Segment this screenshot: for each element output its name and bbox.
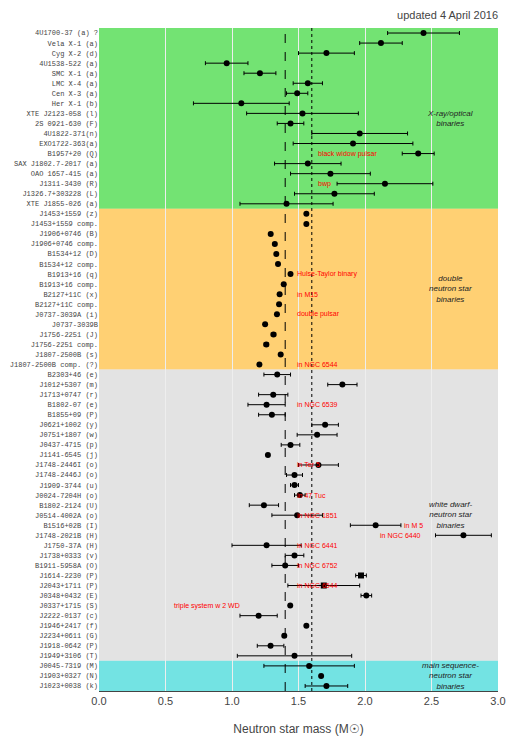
svg-text:J1023+0038 (k): J1023+0038 (k)	[39, 682, 98, 690]
svg-text:B1802-07 (e): B1802-07 (e)	[48, 401, 98, 409]
svg-text:J1012+5307 (m): J1012+5307 (m)	[39, 381, 98, 389]
svg-text:Neutron star mass (M☉): Neutron star mass (M☉)	[233, 722, 363, 736]
svg-text:J0751+1807 (w): J0751+1807 (w)	[39, 431, 98, 439]
svg-text:white dwarf-neutron starbinari: white dwarf-neutron starbinaries	[429, 500, 472, 530]
svg-text:B2303+46 (e): B2303+46 (e)	[48, 371, 98, 379]
svg-text:3.0: 3.0	[490, 695, 505, 707]
svg-text:0.5: 0.5	[158, 695, 173, 707]
svg-text:in NGC 6441: in NGC 6441	[297, 542, 338, 549]
svg-text:B1913+16 (q): B1913+16 (q)	[48, 271, 98, 279]
svg-text:4U1538-522 (a): 4U1538-522 (a)	[39, 60, 98, 68]
svg-text:Cen X-3 (a): Cen X-3 (a)	[52, 90, 98, 98]
svg-text:B1913+16 comp.: B1913+16 comp.	[39, 281, 98, 289]
svg-text:black widow pulsar: black widow pulsar	[318, 150, 377, 158]
svg-text:J1903+0327 (N): J1903+0327 (N)	[39, 672, 98, 680]
svg-text:J1311-3430 (R): J1311-3430 (R)	[39, 180, 98, 188]
svg-text:B1911-5958A (O): B1911-5958A (O)	[35, 562, 98, 570]
svg-text:J2043+1711 (P): J2043+1711 (P)	[39, 582, 98, 590]
svg-text:in NGC 6544: in NGC 6544	[297, 361, 338, 368]
svg-text:J0514-4002A (o): J0514-4002A (o)	[35, 512, 98, 520]
svg-text:J1756-2251 (J): J1756-2251 (J)	[39, 331, 98, 339]
svg-text:in NGC 6440: in NGC 6440	[380, 532, 421, 539]
svg-text:2.5: 2.5	[424, 695, 439, 707]
svg-text:2S 0921-630 (F): 2S 0921-630 (F)	[35, 120, 98, 128]
svg-text:J0024-7204H (o): J0024-7204H (o)	[35, 492, 98, 500]
svg-text:J0437-4715 (p): J0437-4715 (p)	[39, 441, 98, 449]
svg-text:in NGC 1851: in NGC 1851	[297, 512, 338, 519]
svg-text:J0737-3039A (i): J0737-3039A (i)	[35, 311, 98, 319]
svg-text:J2234+0611 (G): J2234+0611 (G)	[39, 632, 98, 640]
svg-text:4U1822-371(n): 4U1822-371(n)	[43, 130, 98, 138]
svg-text:LMC X-4 (a): LMC X-4 (a)	[52, 80, 98, 88]
svg-text:in NGC 6544: in NGC 6544	[297, 582, 338, 589]
svg-text:J1906+0746 comp.: J1906+0746 comp.	[31, 240, 98, 248]
svg-text:Cyg X-2 (d): Cyg X-2 (d)	[52, 50, 98, 58]
svg-text:EXO1722-363(a): EXO1722-363(a)	[39, 140, 98, 148]
svg-text:J0337+1715 (S): J0337+1715 (S)	[39, 602, 98, 610]
svg-text:X-ray/opticalbinaries: X-ray/opticalbinaries	[427, 109, 473, 128]
svg-text:J2222-0137 (c): J2222-0137 (c)	[39, 612, 98, 620]
svg-text:SMC X-1 (a): SMC X-1 (a)	[52, 70, 98, 78]
svg-text:J0737-3039B: J0737-3039B	[52, 321, 98, 329]
svg-text:double pulsar: double pulsar	[297, 310, 340, 318]
svg-text:in M 5: in M 5	[404, 522, 423, 529]
svg-text:in NGC 6539: in NGC 6539	[297, 401, 338, 408]
svg-text:2.0: 2.0	[357, 695, 372, 707]
svg-text:B1534+12 (D): B1534+12 (D)	[48, 250, 98, 258]
svg-text:J1748-2021B (H): J1748-2021B (H)	[35, 532, 98, 540]
svg-text:J0621+1002 (y): J0621+1002 (y)	[39, 421, 98, 429]
svg-text:J1738+0333 (v): J1738+0333 (v)	[39, 552, 98, 560]
svg-text:updated 4 April 2016: updated 4 April 2016	[397, 9, 498, 21]
svg-text:J1614-2230 (P): J1614-2230 (P)	[39, 572, 98, 580]
svg-text:J1326.7+303228 (L): J1326.7+303228 (L)	[22, 190, 98, 198]
svg-text:XTE J2123-058 (l): XTE J2123-058 (l)	[27, 110, 98, 118]
svg-text:J1713+0747 (r): J1713+0747 (r)	[39, 391, 98, 399]
svg-text:Vela X-1 (a): Vela X-1 (a)	[48, 40, 98, 48]
svg-text:B2127+11C comp.: B2127+11C comp.	[35, 301, 98, 309]
svg-text:J0348+0432 (E): J0348+0432 (E)	[39, 592, 98, 600]
svg-text:J1807-2500B (s): J1807-2500B (s)	[35, 351, 98, 359]
svg-text:in NGC 6752: in NGC 6752	[297, 562, 338, 569]
svg-text:J1906+0746 (B): J1906+0746 (B)	[39, 230, 98, 238]
svg-text:in M15: in M15	[297, 291, 318, 298]
svg-text:B1802-2124 (U): B1802-2124 (U)	[39, 502, 98, 510]
svg-text:Hulse-Taylor binary: Hulse-Taylor binary	[297, 270, 357, 278]
svg-text:B1516+02B (I): B1516+02B (I)	[43, 522, 98, 530]
svg-text:J1748-2446I (o): J1748-2446I (o)	[35, 461, 98, 469]
svg-text:J1141-6545 (j): J1141-6545 (j)	[39, 451, 98, 459]
svg-text:J0045-7319 (M): J0045-7319 (M)	[39, 662, 98, 670]
svg-text:4U1700-37 (a) ?: 4U1700-37 (a) ?	[35, 29, 98, 37]
svg-text:J1807-2500B comp. (?): J1807-2500B comp. (?)	[10, 361, 98, 369]
svg-text:B1957+20 (Q): B1957+20 (Q)	[48, 150, 98, 158]
svg-text:J1453+1559 (z): J1453+1559 (z)	[39, 210, 98, 218]
svg-text:B1534+12 comp.: B1534+12 comp.	[39, 261, 98, 269]
svg-text:J1756-2251 comp.: J1756-2251 comp.	[31, 341, 98, 349]
svg-text:J1949+3106 (T): J1949+3106 (T)	[39, 652, 98, 660]
svg-text:doubleneutron starbinaries: doubleneutron starbinaries	[429, 274, 472, 304]
svg-text:triple system w 2 WD: triple system w 2 WD	[174, 602, 240, 610]
svg-text:main sequence-neutron starbina: main sequence-neutron starbinaries	[422, 661, 479, 691]
svg-text:J1909-3744 (u): J1909-3744 (u)	[39, 482, 98, 490]
svg-text:XTE J1855-026 (a): XTE J1855-026 (a)	[27, 200, 98, 208]
svg-text:J1946+2417 (f): J1946+2417 (f)	[39, 622, 98, 630]
svg-text:in 47 Tuc: in 47 Tuc	[297, 492, 326, 499]
svg-text:B1855+09 (P): B1855+09 (P)	[48, 411, 98, 419]
svg-text:J1750-37A (H): J1750-37A (H)	[43, 542, 98, 550]
svg-text:in Ter 5: in Ter 5	[297, 461, 320, 468]
svg-text:J1918-0642 (P): J1918-0642 (P)	[39, 642, 98, 650]
svg-text:J1748-2446J (o): J1748-2446J (o)	[35, 471, 98, 479]
svg-text:1.5: 1.5	[291, 695, 306, 707]
svg-text:1.0: 1.0	[224, 695, 239, 707]
svg-text:B2127+11C (x): B2127+11C (x)	[43, 291, 98, 299]
svg-text:Her X-1 (b): Her X-1 (b)	[52, 100, 98, 108]
svg-text:bwp: bwp	[318, 180, 331, 188]
svg-text:OAO 1657-415 (a): OAO 1657-415 (a)	[31, 170, 98, 178]
svg-text:0.0: 0.0	[91, 695, 106, 707]
svg-text:J1453+1559 comp.: J1453+1559 comp.	[31, 220, 98, 228]
svg-text:SAX J1802.7-2017 (a): SAX J1802.7-2017 (a)	[14, 160, 98, 168]
